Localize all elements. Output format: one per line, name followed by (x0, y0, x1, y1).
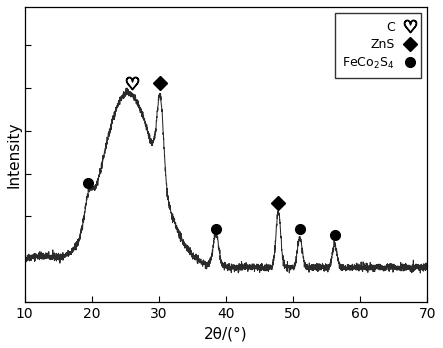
Y-axis label: Intensity: Intensity (7, 121, 22, 188)
Legend: C, ZnS, FeCo$_2$S$_4$: C, ZnS, FeCo$_2$S$_4$ (335, 13, 421, 78)
X-axis label: 2θ/(°): 2θ/(°) (204, 326, 248, 341)
